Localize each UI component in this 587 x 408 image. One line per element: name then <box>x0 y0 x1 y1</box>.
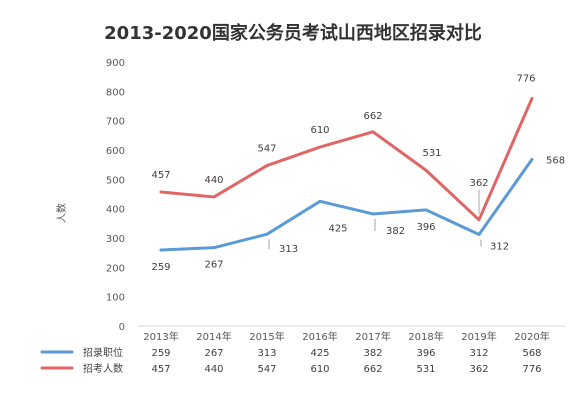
series-line-2 <box>159 96 534 222</box>
y-tick-label: 500 <box>106 175 125 186</box>
y-tick-label: 600 <box>106 146 125 157</box>
data-label: 425 <box>328 223 347 234</box>
table-cell: 267 <box>204 348 223 359</box>
data-label: 568 <box>546 155 565 166</box>
x-tick-label: 2016年 <box>302 330 337 343</box>
table-cell: 531 <box>416 364 435 375</box>
table-cell: 662 <box>363 364 382 375</box>
y-axis-label: 人数 <box>55 203 68 223</box>
table-cell: 568 <box>522 348 541 359</box>
data-label: 610 <box>310 125 329 136</box>
data-label: 662 <box>363 111 382 122</box>
data-label: 547 <box>257 144 276 155</box>
y-axis-ticks: 0 100 200 300 400 500 600 700 800 900 <box>106 58 125 333</box>
data-label: 382 <box>386 226 405 237</box>
data-labels: 259 267 313 425 382 396 312 568 457 440 547 610 662 5… <box>151 73 565 273</box>
table-cell: 440 <box>204 364 223 375</box>
table-cell: 776 <box>522 364 541 375</box>
table-cell: 547 <box>257 364 276 375</box>
table-cell: 457 <box>151 364 170 375</box>
data-label: 313 <box>279 244 298 255</box>
y-tick-label: 900 <box>106 58 125 69</box>
x-tick-label: 2013年 <box>143 330 178 343</box>
table-cell: 382 <box>363 348 382 359</box>
data-label: 396 <box>416 222 435 233</box>
table-cell: 610 <box>310 364 329 375</box>
y-tick-label: 400 <box>106 205 125 216</box>
data-label: 440 <box>204 175 223 186</box>
y-tick-label: 700 <box>106 117 125 128</box>
table-cell: 396 <box>416 348 435 359</box>
data-label: 312 <box>490 241 509 252</box>
x-tick-label: 2020年 <box>514 330 549 343</box>
data-label: 267 <box>204 260 223 271</box>
chart-title: 2013-2020国家公务员考试山西地区招录对比 <box>104 22 482 44</box>
x-tick-label: 2018年 <box>408 330 443 343</box>
legend-data-table: 招录职位 259 267 313 425 382 396 312 568 招考人数 457 440 54… <box>40 346 542 375</box>
data-label: 259 <box>151 262 170 273</box>
x-axis-ticks: 2013年 2014年 2015年 2016年 2017年 2018年 2019年 2020年 <box>143 330 549 343</box>
y-tick-label: 100 <box>106 293 125 304</box>
x-tick-label: 2014年 <box>196 330 231 343</box>
data-label: 457 <box>151 170 170 181</box>
data-label: 362 <box>469 178 488 189</box>
series-line-1 <box>159 157 534 252</box>
legend-label: 招录职位 <box>83 346 123 359</box>
table-cell: 425 <box>310 348 329 359</box>
legend-label: 招考人数 <box>83 362 123 375</box>
series-lines <box>159 96 534 252</box>
table-cell: 312 <box>469 348 488 359</box>
y-tick-label: 300 <box>106 234 125 245</box>
x-tick-label: 2019年 <box>461 330 496 343</box>
y-tick-label: 200 <box>106 263 125 274</box>
data-label: 531 <box>422 148 441 159</box>
data-label: 776 <box>516 73 535 84</box>
x-tick-label: 2017年 <box>355 330 390 343</box>
y-tick-label: 0 <box>119 322 125 333</box>
table-cell: 259 <box>151 348 170 359</box>
table-cell: 313 <box>257 348 276 359</box>
x-tick-label: 2015年 <box>249 330 284 343</box>
table-cell: 362 <box>469 364 488 375</box>
y-tick-label: 800 <box>106 87 125 98</box>
